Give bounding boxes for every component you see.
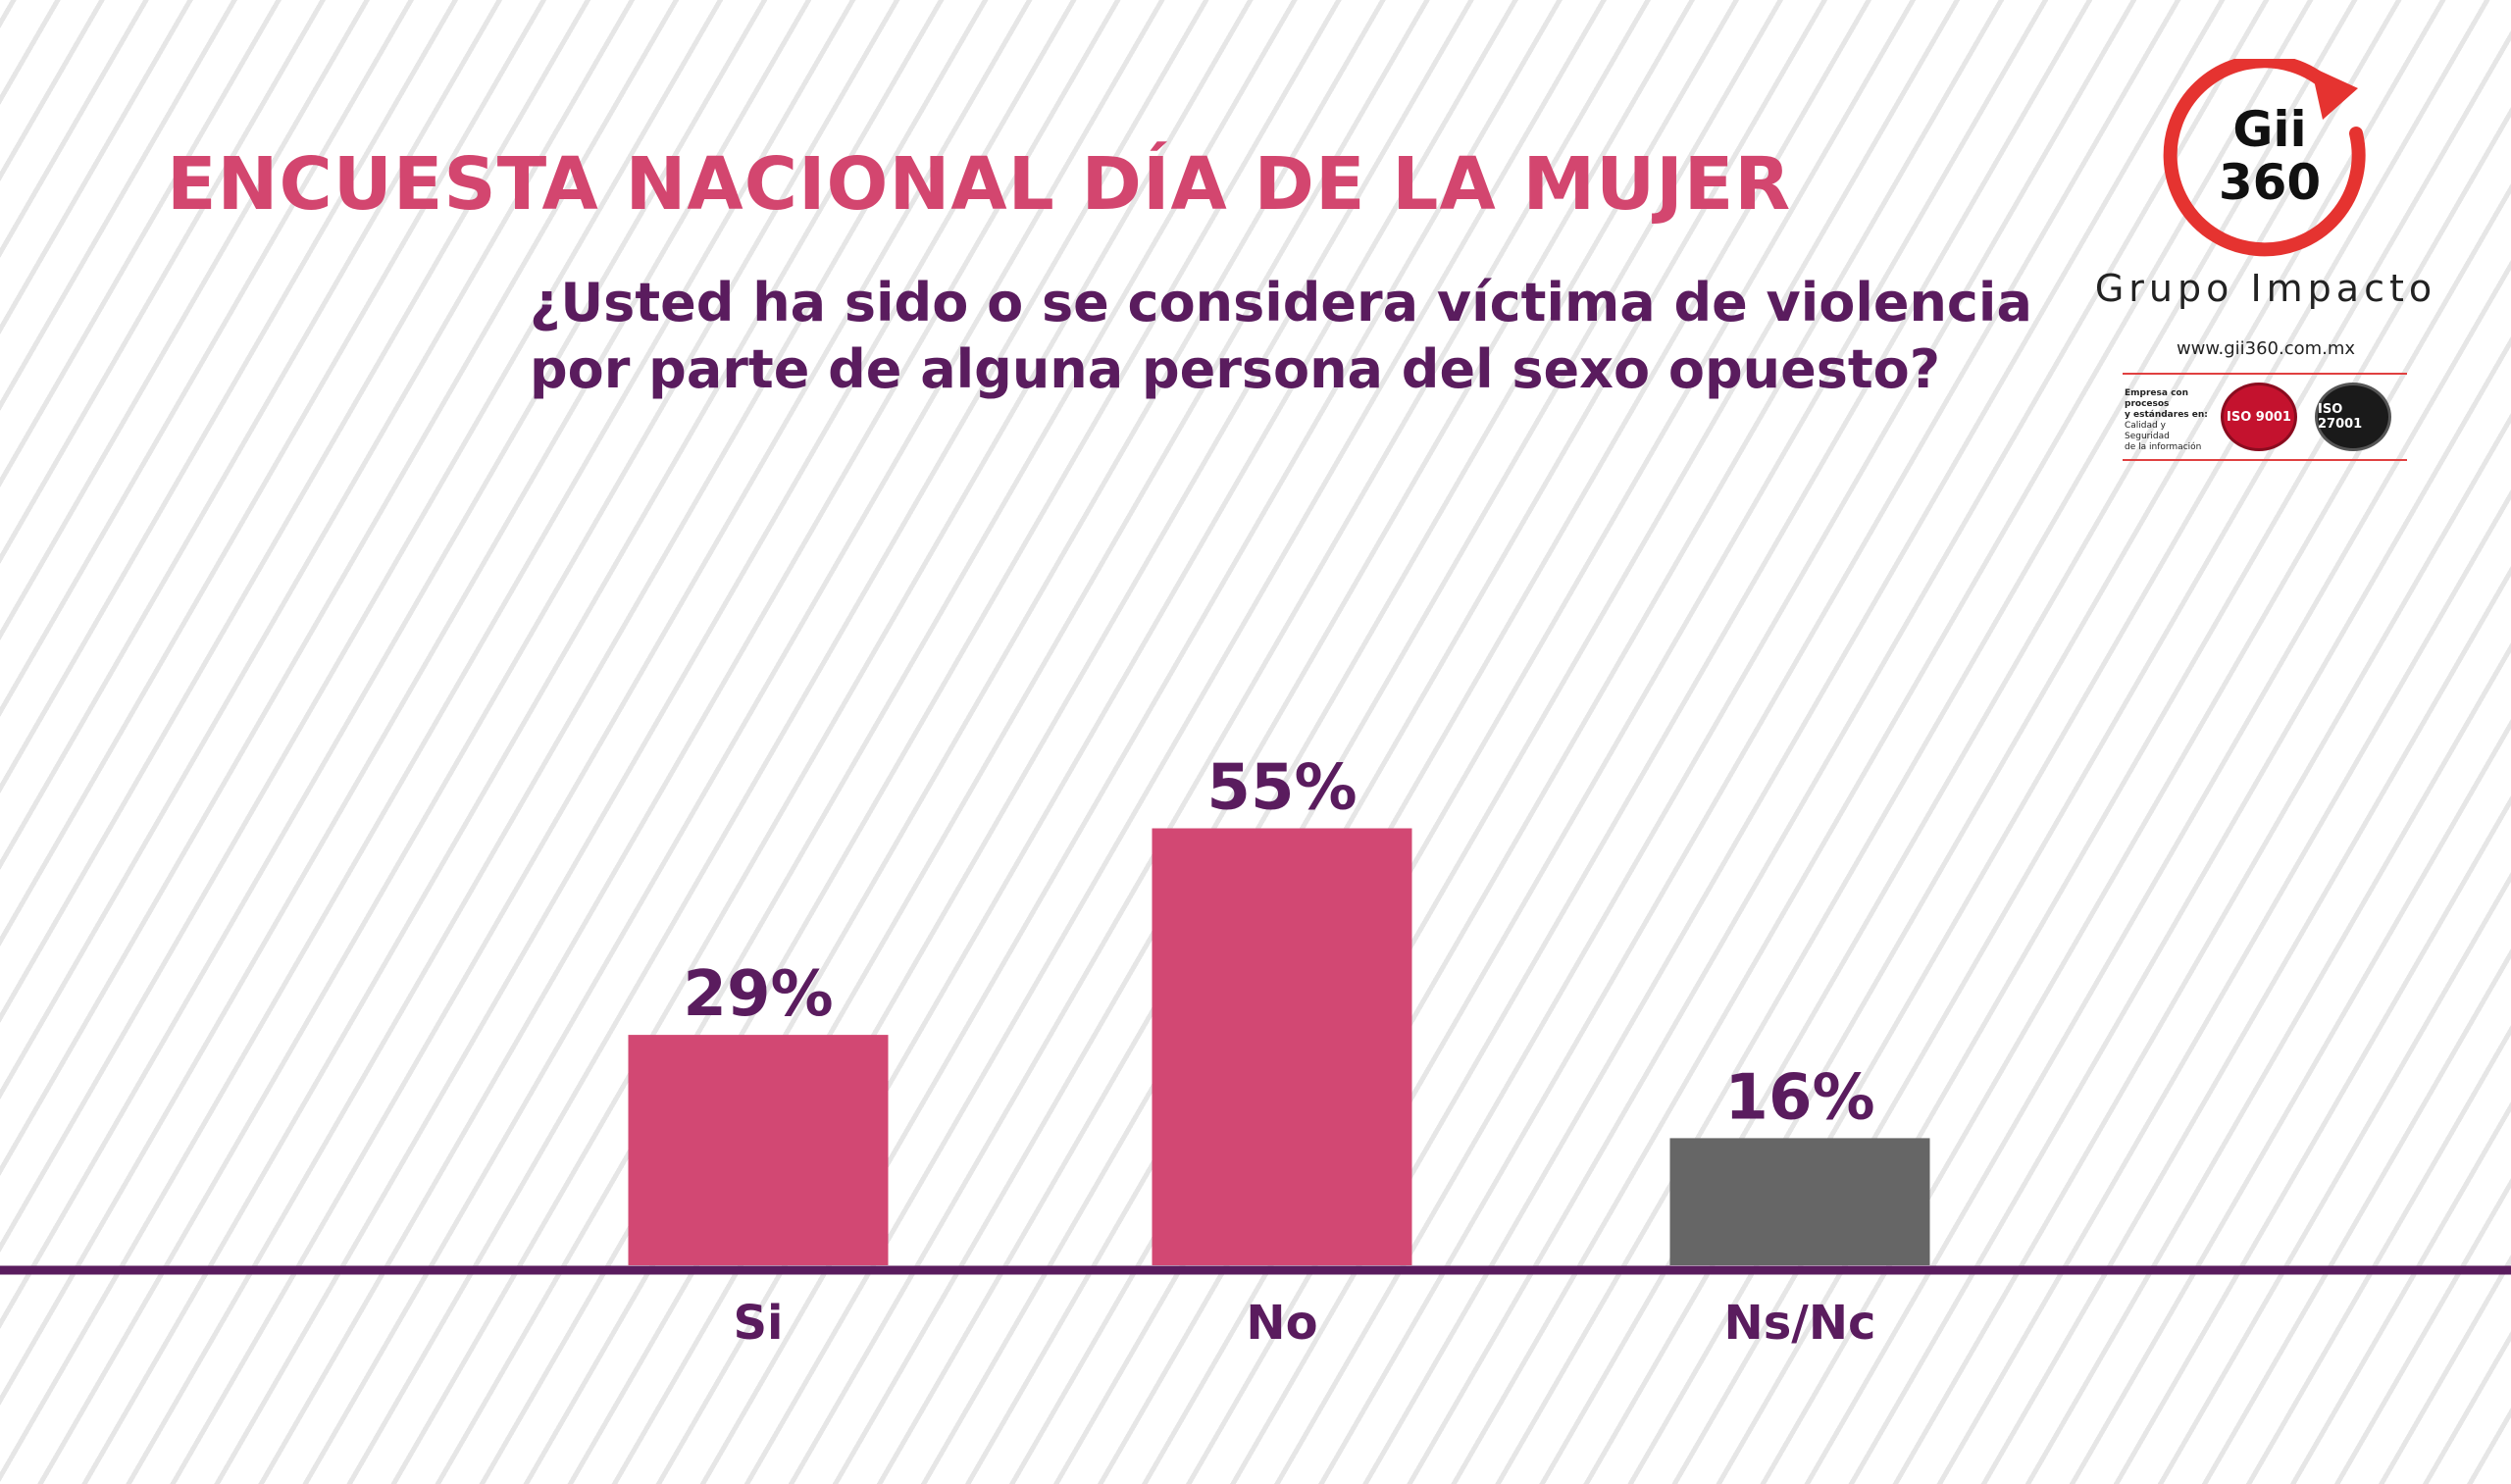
question-line-2: por parte de alguna persona del sexo opu…	[530, 338, 1941, 400]
logo-line-2: 360	[2218, 154, 2322, 211]
category-label-si: Si	[733, 1296, 783, 1351]
iso-9001-badge: ISO 9001	[2221, 383, 2297, 451]
certification-strip: Empresa con procesos y estándares en: Ca…	[2123, 373, 2407, 461]
bar-si	[628, 1035, 889, 1265]
company-url: www.gii360.com.mx	[2176, 338, 2356, 359]
logo-wordmark: Gii 360	[2191, 103, 2348, 209]
company-name: Grupo Impacto	[2094, 267, 2437, 310]
certification-text: Empresa con procesos y estándares en: Ca…	[2125, 388, 2211, 453]
survey-question: ¿Usted ha sido o se considera víctima de…	[530, 270, 2032, 403]
category-label-no: No	[1246, 1296, 1317, 1351]
chart-title: ENCUESTA NACIONAL DÍA DE LA MUJER	[167, 142, 1792, 227]
cert-line-4: de la información	[2125, 442, 2202, 452]
category-label-ns-nc: Ns/Nc	[1724, 1296, 1876, 1351]
circular-arrow-icon	[2163, 59, 2366, 257]
question-line-1: ¿Usted ha sido o se considera víctima de…	[530, 272, 2032, 333]
bar-ns-nc	[1669, 1138, 1930, 1265]
value-label-si: 29%	[683, 958, 833, 1031]
iso-27001-badge: ISO 27001	[2315, 383, 2391, 451]
bar-no	[1152, 828, 1412, 1265]
cert-line-2: y estándares en:	[2125, 410, 2208, 420]
value-label-ns-nc: 16%	[1724, 1061, 1874, 1134]
gii360-logo: Gii 360 Grupo Impacto www.gii360.com.mx …	[2050, 39, 2482, 471]
logo-line-1: Gii	[2232, 101, 2307, 158]
cert-line-1: Empresa con procesos	[2125, 388, 2188, 409]
cert-line-3: Calidad y Seguridad	[2125, 421, 2170, 441]
value-label-no: 55%	[1206, 752, 1357, 825]
